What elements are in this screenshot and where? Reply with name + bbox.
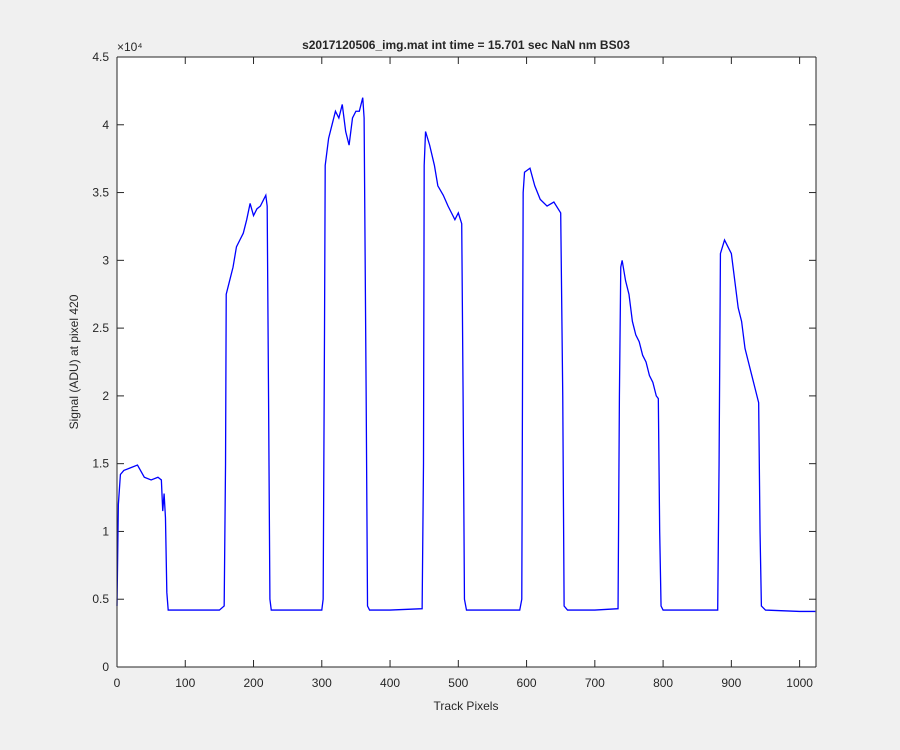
x-axis-label: Track Pixels [434, 699, 499, 713]
x-tick-label: 500 [448, 676, 468, 690]
x-tick-label: 700 [585, 676, 605, 690]
y-tick-label: 2 [102, 389, 109, 403]
x-tick-label: 100 [175, 676, 195, 690]
x-tick-label: 200 [244, 676, 264, 690]
y-tick-label: 2.5 [92, 321, 109, 335]
y-tick-label: 1 [102, 524, 109, 538]
x-tick-label: 0 [114, 676, 121, 690]
y-tick-label: 0.5 [92, 592, 109, 606]
x-tick-label: 900 [721, 676, 741, 690]
x-tick-label: 300 [312, 676, 332, 690]
x-tick-label: 400 [380, 676, 400, 690]
y-tick-label: 4.5 [92, 50, 109, 64]
plot-area [117, 57, 816, 667]
y-tick-label: 3.5 [92, 186, 109, 200]
chart-title: s2017120506_img.mat int time = 15.701 se… [302, 38, 630, 52]
x-tick-label: 1000 [786, 676, 813, 690]
x-tick-label: 800 [653, 676, 673, 690]
y-tick-label: 1.5 [92, 457, 109, 471]
x-tick-label: 600 [517, 676, 537, 690]
y-tick-label: 0 [102, 660, 109, 674]
y-tick-label: 3 [102, 253, 109, 267]
data-line [116, 97, 816, 613]
y-tick-label: 4 [102, 118, 109, 132]
y-axis-label: Signal (ADU) at pixel 420 [67, 294, 81, 429]
y-exponent-label: ×10⁴ [117, 40, 143, 54]
